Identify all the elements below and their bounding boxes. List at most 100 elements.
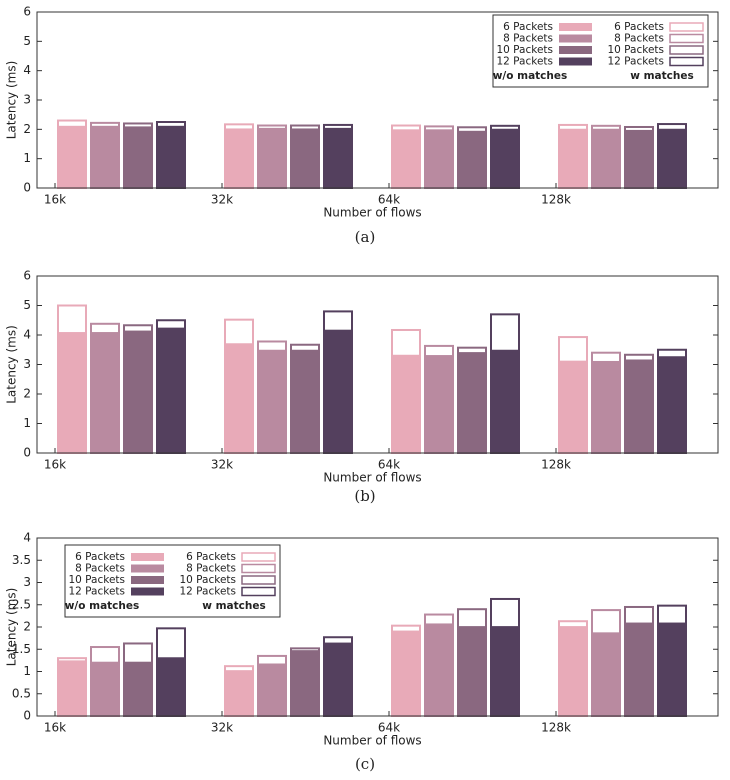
x-tick-label: 16k bbox=[44, 193, 66, 207]
legend-label: 10 Packets bbox=[607, 44, 664, 56]
bar bbox=[490, 626, 520, 716]
bar bbox=[391, 129, 421, 188]
bar bbox=[57, 125, 87, 188]
x-tick-label: 64k bbox=[378, 458, 400, 472]
x-axis-label: Number of flows bbox=[323, 734, 421, 748]
legend-swatch bbox=[559, 23, 592, 31]
bar bbox=[156, 657, 186, 716]
legend-swatch bbox=[131, 564, 164, 573]
legend-label: 12 Packets bbox=[496, 56, 553, 68]
plot-frame bbox=[36, 537, 719, 717]
bar bbox=[323, 329, 353, 453]
legend-group-label: w matches bbox=[630, 70, 693, 82]
bar bbox=[657, 622, 687, 716]
legend-label: 8 Packets bbox=[503, 33, 553, 45]
legend-swatch bbox=[669, 33, 704, 44]
y-tick-label: 1 bbox=[23, 416, 31, 430]
y-tick-label: 5 bbox=[23, 298, 31, 312]
legend-group-label: w/o matches bbox=[65, 600, 140, 612]
y-tick-label: 2 bbox=[23, 122, 31, 136]
y-tick-label: 2 bbox=[23, 387, 31, 401]
y-axis-label: Latency (ms) bbox=[5, 325, 19, 404]
x-axis-label: Number of flows bbox=[323, 206, 421, 220]
y-tick-label: 1 bbox=[23, 151, 31, 165]
legend-swatch bbox=[669, 22, 704, 32]
bar bbox=[624, 129, 654, 188]
bar bbox=[591, 128, 621, 188]
bar bbox=[224, 670, 254, 716]
legend-label: 10 Packets bbox=[496, 44, 553, 56]
y-tick-label: 3 bbox=[23, 93, 31, 107]
legend-label: 8 Packets bbox=[186, 563, 236, 575]
bar bbox=[290, 128, 320, 188]
caption: (b) bbox=[354, 487, 375, 505]
bar bbox=[57, 332, 87, 453]
x-tick-label: 16k bbox=[44, 721, 66, 735]
bar bbox=[323, 642, 353, 716]
bar bbox=[490, 128, 520, 188]
bar bbox=[290, 349, 320, 453]
bar bbox=[257, 127, 287, 188]
y-axis-label: Latency (ms) bbox=[5, 61, 19, 140]
legend-swatch bbox=[559, 46, 592, 54]
bar bbox=[323, 127, 353, 188]
y-tick-label: 0 bbox=[23, 709, 31, 723]
y-tick-label: 0 bbox=[23, 181, 31, 195]
legend-group-label: w/o matches bbox=[493, 70, 568, 82]
bar bbox=[558, 626, 588, 716]
legend-swatch bbox=[559, 34, 592, 43]
bar bbox=[123, 661, 153, 716]
bar bbox=[90, 125, 120, 188]
bar bbox=[457, 130, 487, 188]
bar bbox=[424, 355, 454, 453]
x-tick-label: 128k bbox=[541, 193, 571, 207]
y-tick-label: 3.5 bbox=[12, 553, 31, 567]
bar bbox=[224, 343, 254, 453]
legend-swatch bbox=[131, 587, 164, 596]
bar bbox=[257, 663, 287, 716]
bar bbox=[123, 126, 153, 188]
legend-swatch bbox=[131, 576, 164, 584]
bar bbox=[657, 128, 687, 188]
y-tick-label: 4 bbox=[23, 531, 31, 545]
y-tick-label: 6 bbox=[23, 5, 31, 19]
bar bbox=[490, 349, 520, 453]
bar bbox=[591, 632, 621, 716]
bar bbox=[624, 622, 654, 716]
caption: (a) bbox=[355, 228, 376, 246]
plot-frame bbox=[36, 275, 719, 454]
x-axis-label: Number of flows bbox=[323, 471, 421, 485]
y-tick-label: 1.5 bbox=[12, 642, 31, 656]
bar bbox=[391, 630, 421, 716]
x-tick-label: 32k bbox=[211, 458, 233, 472]
bar bbox=[457, 626, 487, 716]
legend-label: 12 Packets bbox=[607, 56, 664, 68]
x-tick-label: 128k bbox=[541, 458, 571, 472]
bar bbox=[424, 129, 454, 188]
legend-label: 8 Packets bbox=[75, 563, 125, 575]
bar bbox=[424, 623, 454, 716]
x-tick-label: 32k bbox=[211, 193, 233, 207]
bar bbox=[57, 660, 87, 716]
legend-label: 6 Packets bbox=[186, 551, 236, 563]
x-tick-label: 32k bbox=[211, 721, 233, 735]
y-tick-label: 4 bbox=[23, 328, 31, 342]
legend-group-label: w matches bbox=[202, 600, 265, 612]
y-tick-label: 0 bbox=[23, 446, 31, 460]
y-tick-label: 3 bbox=[23, 575, 31, 589]
y-tick-label: 0.5 bbox=[12, 686, 31, 700]
legend-label: 6 Packets bbox=[503, 21, 553, 33]
x-tick-label: 64k bbox=[378, 721, 400, 735]
caption: (c) bbox=[355, 755, 375, 773]
bar bbox=[156, 327, 186, 453]
legend-label: 12 Packets bbox=[68, 586, 125, 598]
bar bbox=[156, 125, 186, 188]
x-tick-label: 64k bbox=[378, 193, 400, 207]
bar bbox=[257, 349, 287, 453]
legend-swatch bbox=[241, 563, 276, 574]
y-tick-label: 6 bbox=[23, 269, 31, 283]
y-axis-label: Latency (ms) bbox=[5, 588, 19, 667]
legend-swatch bbox=[559, 57, 592, 66]
legend-swatch bbox=[241, 575, 276, 585]
